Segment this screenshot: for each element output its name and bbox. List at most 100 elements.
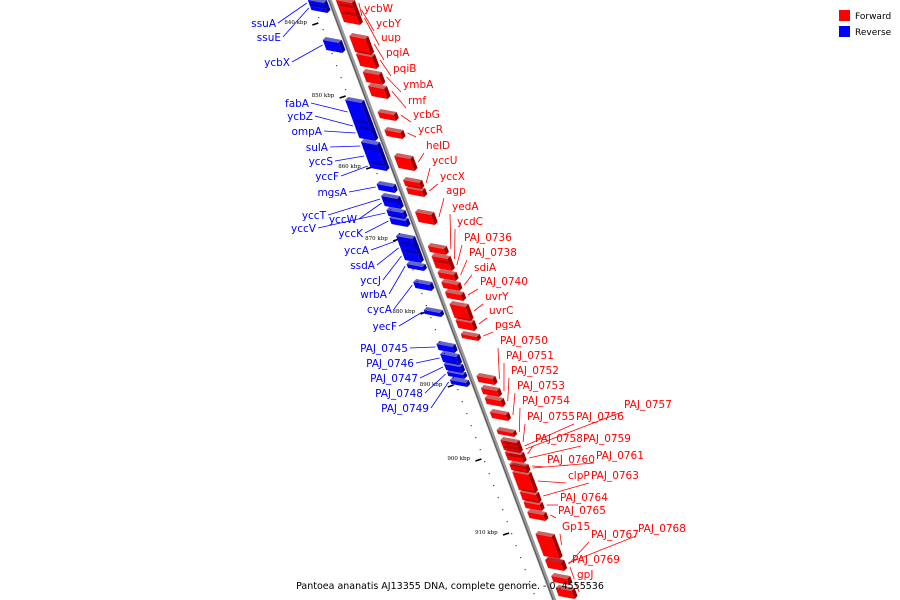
forward-gene-label[interactable]: yedA (452, 201, 479, 213)
gene-feature[interactable] (340, 11, 363, 25)
gene-feature[interactable] (355, 125, 379, 141)
gene-feature[interactable] (512, 469, 538, 493)
reverse-gene-label[interactable]: yccJ (360, 275, 381, 287)
reverse-gene-label[interactable]: yccW (329, 214, 358, 226)
forward-gene-label[interactable]: ycbW (364, 3, 394, 15)
gene-feature[interactable] (523, 499, 545, 511)
gene-feature[interactable] (367, 83, 391, 99)
forward-gene-label[interactable]: ycbY (376, 18, 402, 30)
forward-gene-label[interactable]: PAJ_0750 (500, 335, 548, 347)
gene-feature[interactable] (406, 185, 428, 197)
forward-gene-label[interactable]: PAJ_0754 (522, 395, 570, 407)
reverse-gene-label[interactable]: PAJ_0749 (381, 403, 429, 415)
gene-feature[interactable] (363, 145, 389, 167)
gene-feature[interactable] (527, 509, 549, 521)
forward-gene-label[interactable]: sdiA (474, 262, 497, 274)
gene-feature[interactable] (455, 317, 478, 331)
reverse-gene-label[interactable]: PAJ_0745 (360, 343, 408, 355)
forward-gene-label[interactable]: uvrY (485, 291, 509, 303)
gene-feature[interactable] (480, 385, 503, 397)
reverse-gene-label[interactable]: yccV (291, 223, 317, 235)
forward-gene-label[interactable]: agp (446, 185, 466, 197)
gene-feature[interactable] (389, 215, 411, 227)
reverse-gene-label[interactable]: PAJ_0747 (370, 373, 418, 385)
gene-feature[interactable] (484, 395, 506, 407)
gene-feature[interactable] (401, 249, 424, 263)
gene-feature[interactable] (355, 51, 380, 69)
gene-feature[interactable] (413, 279, 435, 291)
gene-feature[interactable] (376, 181, 398, 193)
gene-feature[interactable] (545, 557, 567, 569)
gene-feature[interactable] (406, 261, 427, 271)
gene-feature[interactable] (551, 573, 573, 585)
gene-feature[interactable] (362, 69, 386, 85)
forward-gene-label[interactable]: PAJ_0753 (517, 380, 565, 392)
forward-gene-label[interactable]: PAJ_0736 (464, 232, 512, 244)
reverse-gene-label[interactable]: mgsA (317, 187, 347, 199)
reverse-gene-label[interactable]: yccS (309, 156, 334, 168)
forward-gene-label[interactable]: PAJ_0755 (527, 411, 575, 423)
gene-feature[interactable] (345, 97, 374, 127)
forward-gene-label[interactable]: pqiA (386, 47, 410, 59)
reverse-gene-label[interactable]: ssuA (251, 18, 277, 30)
reverse-gene-label[interactable]: yccT (302, 210, 327, 222)
gene-feature[interactable] (384, 127, 406, 139)
forward-gene-label[interactable]: PAJ_0765 (558, 505, 606, 517)
gene-feature[interactable] (436, 341, 458, 353)
forward-gene-label[interactable]: Gp15 (562, 521, 590, 533)
forward-gene-label[interactable]: clpP (568, 470, 590, 482)
gene-feature[interactable] (433, 259, 455, 271)
forward-gene-label[interactable]: gpJ (577, 569, 593, 581)
forward-gene-label[interactable]: ymbA (403, 79, 434, 91)
forward-gene-label[interactable]: pqiB (393, 63, 416, 75)
forward-gene-label[interactable]: yccU (432, 155, 457, 167)
reverse-gene-label[interactable]: yecF (373, 321, 398, 333)
gene-feature[interactable] (519, 489, 542, 503)
forward-gene-label[interactable]: uup (381, 32, 401, 44)
gene-feature[interactable] (489, 409, 512, 421)
forward-gene-label[interactable]: PAJ_0758 (535, 433, 583, 445)
forward-gene-label[interactable]: PAJ_0752 (511, 365, 559, 377)
forward-gene-label[interactable]: PAJ_0756 (576, 411, 624, 423)
forward-gene-label[interactable]: PAJ_0767 (591, 529, 639, 541)
forward-gene-label[interactable]: PAJ_0769 (572, 554, 620, 566)
reverse-gene-label[interactable]: yccA (344, 245, 370, 257)
reverse-gene-label[interactable]: cycA (367, 304, 393, 316)
gene-feature[interactable] (476, 373, 498, 385)
reverse-gene-label[interactable]: ycbZ (287, 111, 313, 123)
reverse-gene-label[interactable]: wrbA (360, 289, 388, 301)
reverse-gene-label[interactable]: yccF (315, 171, 339, 183)
reverse-gene-label[interactable]: ssuE (257, 32, 281, 44)
reverse-gene-label[interactable]: PAJ_0748 (375, 388, 423, 400)
gene-feature[interactable] (444, 289, 467, 301)
gene-feature[interactable] (496, 427, 518, 437)
forward-gene-label[interactable]: helD (426, 140, 450, 152)
gene-feature[interactable] (427, 243, 449, 255)
forward-gene-label[interactable]: ycdC (457, 216, 483, 228)
forward-gene-label[interactable]: PAJ_0763 (591, 470, 639, 482)
gene-feature[interactable] (349, 33, 375, 55)
reverse-gene-label[interactable]: ssdA (350, 260, 376, 272)
gene-feature[interactable] (394, 153, 418, 171)
forward-gene-label[interactable]: PAJ_0751 (506, 350, 554, 362)
gene-feature[interactable] (555, 585, 578, 599)
forward-gene-label[interactable]: yccR (418, 124, 443, 136)
reverse-gene-label[interactable]: yccK (338, 228, 364, 240)
gene-feature[interactable] (446, 369, 468, 379)
gene-feature[interactable] (415, 209, 438, 225)
gene-feature[interactable] (322, 37, 346, 53)
gene-feature[interactable] (460, 331, 482, 341)
forward-gene-label[interactable]: PAJ_0760 (547, 454, 595, 466)
gene-feature[interactable] (309, 3, 331, 13)
forward-gene-label[interactable]: yccX (440, 171, 465, 183)
gene-feature[interactable] (369, 161, 390, 171)
forward-gene-label[interactable]: uvrC (489, 305, 514, 317)
reverse-gene-label[interactable]: ycbX (264, 57, 290, 69)
gene-feature[interactable] (382, 197, 404, 209)
gene-feature[interactable] (437, 269, 459, 281)
forward-gene-label[interactable]: PAJ_0761 (596, 450, 644, 462)
reverse-gene-label[interactable]: sulA (306, 142, 329, 154)
forward-gene-label[interactable]: rmf (408, 95, 426, 107)
reverse-gene-label[interactable]: PAJ_0746 (366, 358, 414, 370)
forward-gene-label[interactable]: PAJ_0764 (560, 492, 608, 504)
